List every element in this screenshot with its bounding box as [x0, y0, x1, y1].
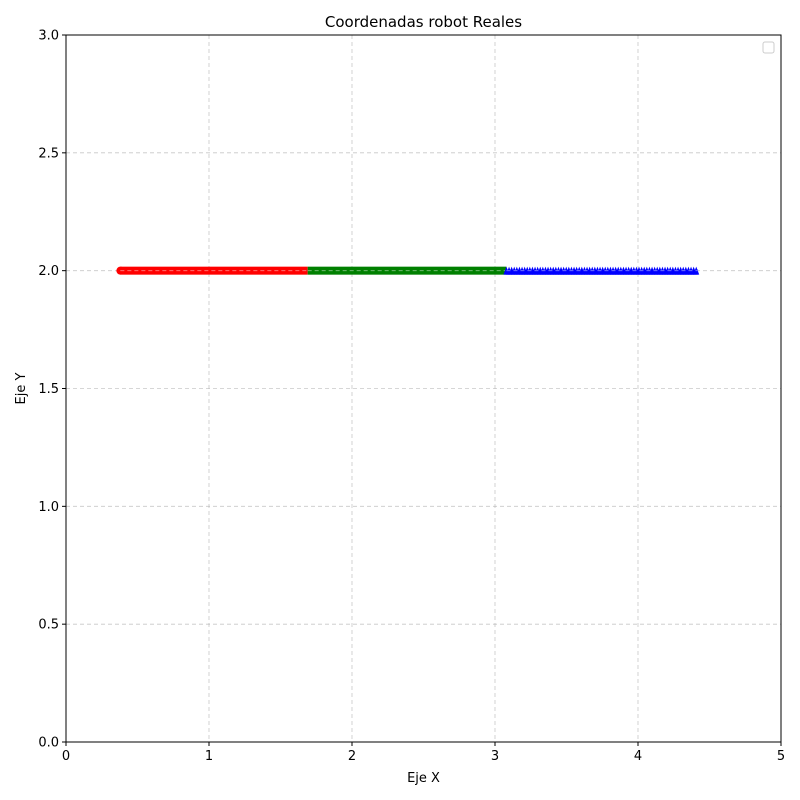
chart-title: Coordenadas robot Reales — [325, 13, 522, 31]
y-tick-label: 1.0 — [38, 500, 59, 515]
y-tick-label: 2.0 — [38, 264, 59, 279]
y-tick-label: 0.5 — [38, 618, 59, 633]
series-square — [307, 266, 507, 275]
series-triangle — [503, 266, 700, 275]
y-axis-label: Eje Y — [14, 372, 29, 404]
x-axis-ticks: 0 1 2 3 4 5 — [62, 742, 785, 764]
x-tick-label: 1 — [205, 749, 213, 764]
y-tick-label: 2.5 — [38, 146, 59, 161]
y-tick-label: 1.5 — [38, 382, 59, 397]
x-tick-label: 5 — [777, 749, 785, 764]
legend-box — [762, 41, 775, 54]
x-tick-label: 2 — [348, 749, 356, 764]
y-axis-ticks: 0.0 0.5 1.0 1.5 2.0 2.5 3.0 — [38, 29, 66, 751]
x-tick-label: 3 — [491, 749, 499, 764]
x-tick-label: 0 — [62, 749, 70, 764]
y-tick-label: 3.0 — [38, 29, 59, 44]
y-tick-label: 0.0 — [38, 736, 59, 751]
series-circle — [116, 266, 308, 275]
series-layer — [116, 266, 700, 275]
x-axis-label: Eje X — [407, 771, 440, 786]
x-tick-label: 4 — [634, 749, 642, 764]
